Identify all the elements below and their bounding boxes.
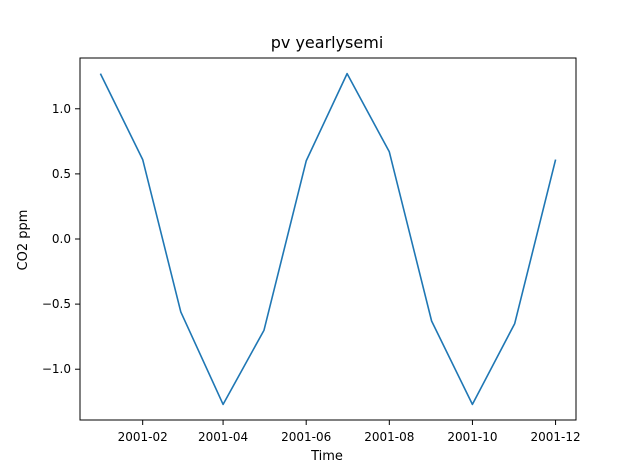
y-axis: −1.0 −0.5 0.0 0.5 1.0 <box>42 102 80 376</box>
y-tick-label: −0.5 <box>42 297 71 311</box>
y-axis-label: CO2 ppm <box>16 210 31 271</box>
series-line <box>99 72 557 406</box>
y-tick-label: 1.0 <box>52 102 71 116</box>
x-axis: 2001-02 2001-04 2001-06 2001-08 2001-10 2001-… <box>118 420 581 444</box>
x-tick-label: 2001-08 <box>364 430 414 444</box>
x-axis-label: Time <box>310 449 343 464</box>
x-tick-label: 2001-04 <box>198 430 248 444</box>
x-tick-label: 2001-06 <box>281 430 331 444</box>
y-tick-label: 0.5 <box>52 167 71 181</box>
plot-frame <box>79 57 577 421</box>
x-tick-label: 2001-02 <box>118 430 168 444</box>
x-tick-label: 2001-10 <box>447 430 497 444</box>
chart-title: pv yearlysemi <box>271 33 384 52</box>
y-tick-label: 0.0 <box>52 232 71 246</box>
y-tick-label: −1.0 <box>42 362 71 376</box>
x-tick-label: 2001-12 <box>530 430 580 444</box>
